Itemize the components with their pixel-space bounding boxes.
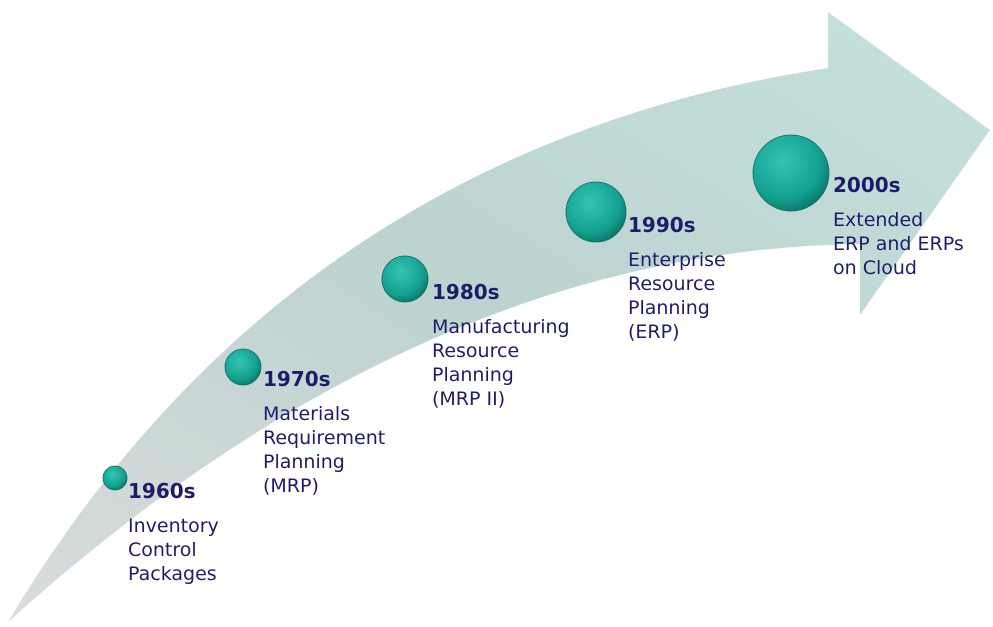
milestone-dot <box>752 134 830 212</box>
milestone-description: Resource <box>628 273 715 295</box>
milestone-description: Planning <box>263 451 345 473</box>
milestone-description: Control <box>128 539 197 561</box>
milestone-decade: 1960s <box>128 479 196 503</box>
milestone-description: Extended <box>833 209 923 231</box>
curved-arrow <box>8 12 990 622</box>
milestone-decade: 1990s <box>628 213 696 237</box>
milestone-description: Requirement <box>263 427 385 449</box>
milestone-description: ERP and ERPs <box>833 233 964 255</box>
milestone-description: (ERP) <box>628 321 680 343</box>
milestone-decade: 1980s <box>432 280 500 304</box>
milestone-decade: 2000s <box>833 173 901 197</box>
milestone-dot <box>102 465 128 491</box>
milestone-dot <box>224 348 262 386</box>
milestone-description: on Cloud <box>833 257 917 279</box>
milestone-description: Planning <box>432 364 514 386</box>
milestone-description: Planning <box>628 297 710 319</box>
milestone-description: (MRP) <box>263 475 319 497</box>
milestone-decade: 1970s <box>263 367 331 391</box>
milestone-description: Enterprise <box>628 249 726 271</box>
milestone-description: Materials <box>263 403 350 425</box>
milestone-description: Packages <box>128 563 217 585</box>
milestone-description: Resource <box>432 340 519 362</box>
milestone-dot <box>565 181 627 243</box>
milestone-description: Manufacturing <box>432 316 570 338</box>
milestone-dot <box>381 255 429 303</box>
milestone-description: Inventory <box>128 515 219 537</box>
milestone-description: (MRP II) <box>432 388 505 410</box>
